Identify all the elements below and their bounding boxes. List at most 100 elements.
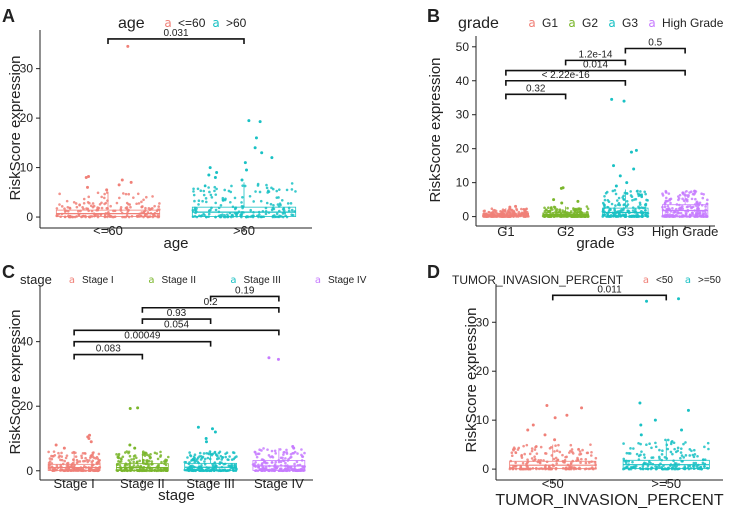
- point: [655, 465, 659, 469]
- point: [509, 459, 513, 463]
- point: [593, 461, 597, 464]
- y-tick-label: 40: [456, 74, 470, 88]
- point: [261, 461, 264, 465]
- point: [498, 213, 502, 216]
- point: [693, 453, 697, 456]
- y-tick-label: 30: [20, 62, 34, 76]
- y-axis-title: RiskScore expression: [7, 55, 24, 200]
- point: [223, 188, 227, 192]
- point: [693, 191, 697, 195]
- point: [52, 468, 56, 472]
- point: [191, 458, 195, 461]
- point: [183, 468, 187, 472]
- point: [291, 469, 295, 473]
- point: [77, 213, 81, 217]
- point: [59, 215, 62, 219]
- point: [644, 192, 647, 196]
- point: [106, 199, 109, 202]
- point: [262, 447, 265, 450]
- point: [699, 465, 703, 469]
- point: [610, 202, 614, 206]
- point: [208, 450, 212, 453]
- point: [669, 210, 673, 213]
- point: [235, 455, 238, 458]
- point: [57, 456, 61, 459]
- point: [254, 190, 257, 193]
- point: [525, 462, 528, 466]
- point: [556, 458, 560, 462]
- point: [279, 460, 283, 464]
- point: [91, 202, 95, 205]
- point: [552, 215, 556, 218]
- legend-key-4: a: [648, 16, 655, 30]
- point: [220, 458, 223, 461]
- outlier-point: [634, 148, 638, 152]
- point: [622, 467, 625, 471]
- point: [562, 214, 566, 218]
- point: [263, 469, 266, 472]
- point: [568, 467, 571, 471]
- point: [197, 461, 201, 465]
- point: [153, 204, 156, 208]
- point: [638, 206, 641, 210]
- point: [206, 456, 210, 460]
- point: [511, 467, 514, 470]
- point: [140, 211, 144, 214]
- point: [526, 467, 530, 471]
- point: [617, 196, 621, 200]
- point: [641, 465, 645, 468]
- point: [265, 183, 268, 187]
- point: [543, 206, 546, 210]
- point: [94, 469, 98, 473]
- point: [609, 215, 613, 218]
- point: [578, 453, 581, 456]
- point: [233, 463, 237, 467]
- outlier-point: [531, 423, 535, 427]
- point: [590, 466, 594, 469]
- point: [644, 467, 648, 471]
- point: [493, 213, 496, 217]
- point: [666, 447, 670, 451]
- point: [119, 206, 123, 209]
- outlier-point: [610, 97, 614, 101]
- point: [63, 207, 66, 210]
- point: [586, 214, 589, 218]
- point: [73, 463, 76, 467]
- point: [643, 206, 647, 210]
- point: [213, 185, 217, 189]
- point: [639, 190, 642, 193]
- point: [188, 451, 191, 454]
- point: [670, 466, 674, 470]
- point: [65, 462, 69, 465]
- point: [569, 462, 573, 466]
- outlier-point: [117, 183, 121, 187]
- comparison-bracket: [564, 59, 627, 66]
- point: [82, 197, 86, 201]
- point: [637, 441, 640, 445]
- point: [225, 469, 228, 473]
- point: [63, 459, 66, 463]
- point: [673, 215, 677, 218]
- point: [696, 454, 699, 458]
- point: [510, 454, 514, 458]
- point: [196, 456, 200, 459]
- point: [83, 464, 86, 468]
- point: [566, 206, 569, 210]
- point: [209, 193, 213, 197]
- point: [694, 197, 697, 201]
- point: [287, 209, 291, 212]
- point: [544, 467, 548, 470]
- point: [500, 210, 503, 214]
- point: [553, 450, 556, 453]
- outlier-point: [680, 428, 684, 432]
- point: [103, 192, 106, 196]
- point: [665, 457, 669, 460]
- point: [210, 453, 214, 457]
- point: [558, 450, 562, 454]
- point: [142, 198, 145, 202]
- point: [512, 465, 515, 468]
- point: [166, 455, 170, 459]
- point: [148, 456, 152, 460]
- point: [535, 452, 539, 455]
- series--60: [191, 119, 297, 219]
